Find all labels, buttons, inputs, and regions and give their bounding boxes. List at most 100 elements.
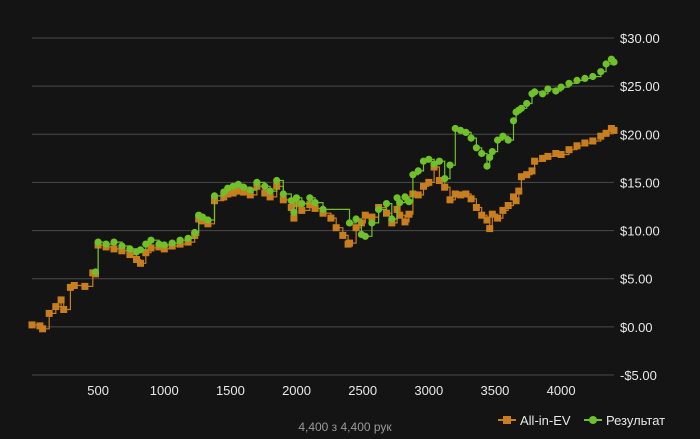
data-point — [57, 296, 65, 304]
data-point — [565, 146, 573, 154]
data-point — [425, 178, 433, 186]
series-result — [91, 55, 618, 276]
data-point — [94, 238, 102, 246]
data-point — [368, 219, 376, 227]
data-point — [234, 187, 242, 195]
data-point — [510, 193, 517, 201]
data-point — [147, 244, 155, 252]
data-point — [425, 155, 433, 163]
data-point — [504, 202, 512, 209]
data-point — [332, 224, 340, 232]
x-tick-label: 1500 — [216, 383, 245, 398]
data-point — [279, 190, 287, 198]
data-point — [81, 282, 89, 290]
data-point — [382, 200, 391, 208]
data-point — [136, 246, 145, 254]
data-point — [327, 214, 335, 222]
legend-item-result[interactable]: Результат — [584, 413, 665, 428]
data-point — [405, 210, 413, 218]
plot-area — [28, 55, 618, 333]
data-point — [531, 157, 539, 165]
data-point — [610, 126, 618, 134]
data-point — [602, 60, 610, 68]
data-point — [287, 204, 295, 211]
legend: All-in-EV Результат — [498, 413, 665, 428]
data-point — [261, 182, 269, 190]
data-point — [401, 193, 409, 201]
data-point — [176, 236, 184, 244]
data-point — [253, 178, 261, 186]
data-point — [517, 104, 526, 112]
y-tick-label: $0.00 — [620, 320, 653, 335]
data-point — [292, 194, 301, 202]
data-point — [396, 199, 404, 207]
grid-lines — [32, 37, 614, 376]
data-point — [319, 205, 327, 213]
data-point — [298, 200, 306, 208]
data-point — [396, 211, 404, 219]
data-point — [220, 193, 228, 201]
data-point — [446, 161, 454, 169]
legend-label-result: Результат — [606, 413, 665, 428]
data-point — [488, 148, 496, 156]
y-tick-label: $20.00 — [620, 127, 660, 142]
data-point — [589, 137, 597, 145]
series-line — [32, 127, 615, 330]
y-tick-label: $25.00 — [620, 79, 660, 94]
data-point — [176, 240, 184, 248]
data-point — [240, 183, 248, 191]
data-point — [160, 241, 168, 249]
data-point — [494, 136, 502, 144]
x-tick-label: 3500 — [480, 383, 509, 398]
data-point — [110, 238, 118, 246]
legend-item-all-in-ev[interactable]: All-in-EV — [498, 413, 571, 428]
data-point — [523, 99, 531, 108]
data-point — [311, 199, 319, 207]
data-point — [597, 68, 605, 76]
data-point — [45, 309, 53, 317]
data-point — [544, 152, 552, 160]
x-tick-label: 500 — [87, 383, 109, 398]
data-point — [488, 210, 496, 218]
data-point — [191, 228, 199, 237]
data-point — [298, 206, 306, 214]
data-point — [462, 128, 470, 136]
data-point — [557, 83, 565, 91]
data-point — [66, 283, 74, 291]
data-point — [409, 171, 417, 179]
data-point — [441, 175, 449, 183]
data-point — [472, 204, 480, 211]
legend-label-all-in-ev: All-in-EV — [520, 413, 571, 428]
data-point — [388, 215, 396, 223]
data-point — [504, 136, 512, 144]
data-point — [352, 215, 360, 223]
data-point — [346, 239, 353, 247]
data-point — [597, 132, 605, 140]
data-point — [368, 213, 376, 221]
data-point — [375, 205, 383, 213]
data-point — [210, 192, 219, 200]
y-axis: -$5.00 $0.00 $5.00 $10.00 $15.00 $20.00 $25.00… — [620, 31, 660, 383]
y-tick-label: -$5.00 — [620, 368, 657, 383]
data-point — [486, 153, 494, 161]
data-point — [311, 204, 319, 212]
data-point — [306, 201, 314, 209]
data-point — [573, 142, 581, 150]
y-tick-label: $5.00 — [620, 272, 653, 287]
data-point — [441, 183, 449, 191]
data-point — [118, 242, 126, 250]
data-point — [204, 220, 212, 228]
data-point — [515, 187, 523, 195]
data-point — [589, 72, 597, 81]
data-point — [168, 239, 176, 247]
data-point — [581, 139, 589, 147]
data-point — [494, 214, 502, 222]
data-point — [457, 191, 465, 199]
data-point — [234, 180, 242, 188]
data-point — [435, 177, 443, 184]
y-tick-label: $10.00 — [620, 224, 660, 239]
data-point — [279, 196, 287, 204]
data-point — [361, 211, 369, 219]
data-point — [383, 209, 390, 217]
data-point — [517, 173, 525, 181]
